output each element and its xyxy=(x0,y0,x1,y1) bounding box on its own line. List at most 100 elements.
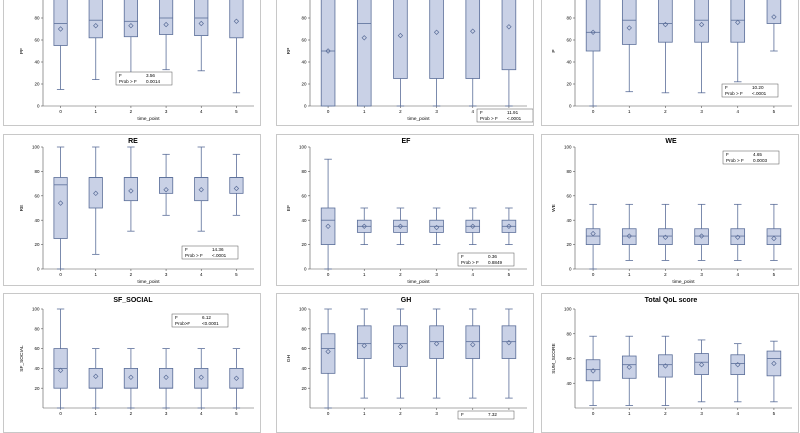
stat-f-label: F xyxy=(175,315,178,320)
y-tick-label: 20 xyxy=(301,82,307,87)
mean-marker xyxy=(506,339,512,346)
mean-marker xyxy=(698,21,705,28)
x-tick-label: 3 xyxy=(700,109,703,114)
mean-marker xyxy=(93,23,99,29)
x-tick-label: 3 xyxy=(165,411,168,416)
x-tick-label: 5 xyxy=(235,411,238,416)
mean-marker xyxy=(626,233,632,239)
stat-p-value: 0.0003 xyxy=(753,158,767,163)
y-tick-label: 80 xyxy=(301,326,307,331)
y-tick-label: 100 xyxy=(299,145,307,150)
y-tick-label: 40 xyxy=(566,60,572,65)
x-tick-label: 4 xyxy=(471,109,474,114)
chart-title: Total QoL score xyxy=(645,297,698,304)
box-iqr xyxy=(694,228,709,245)
y-axis-label: P xyxy=(551,49,557,52)
stat-p-label: Prob > F xyxy=(461,260,479,265)
y-tick-label: 100 xyxy=(564,145,572,150)
box-iqr xyxy=(159,368,174,389)
x-tick-label: 0 xyxy=(327,109,330,114)
mean-marker xyxy=(397,343,404,350)
y-tick-label: 0 xyxy=(569,267,572,272)
mean-marker xyxy=(233,375,240,381)
x-axis-label: time_point xyxy=(137,116,160,122)
chart-panel-we: WE 0 20 40 60 80 100 0 1 2 3 4 5 time_point WE F 4.65 Pro… xyxy=(541,134,799,286)
x-tick-label: 4 xyxy=(200,411,203,416)
mean-marker xyxy=(128,374,134,381)
x-tick-label: 1 xyxy=(628,411,631,416)
stat-p-value: <.0001 xyxy=(212,253,227,258)
x-tick-label: 1 xyxy=(628,272,631,277)
stat-f-value: 4.65 xyxy=(753,152,762,157)
x-tick-label: 5 xyxy=(508,272,511,277)
x-axis-label: time_point xyxy=(407,116,430,122)
mean-marker xyxy=(198,20,204,27)
x-tick-label: 3 xyxy=(435,109,438,114)
mean-marker xyxy=(198,374,204,381)
chart-panel-pf: 0 20 40 60 80 0 1 2 3 4 5 time_point PF F 3.56 Prob > F… xyxy=(3,0,261,126)
stat-f-value: 7.32 xyxy=(488,412,497,417)
chart-title: EF xyxy=(402,138,412,145)
x-tick-label: 2 xyxy=(664,411,667,416)
mean-marker xyxy=(506,223,512,229)
mean-marker xyxy=(128,188,134,194)
box-iqr xyxy=(730,228,746,245)
y-tick-label: 20 xyxy=(566,242,572,247)
y-tick-label: 20 xyxy=(566,82,572,87)
chart-svg-re: RE 0 20 40 60 80 100 0 1 2 3 4 5 time_point RE F 14.36 Pr… xyxy=(19,138,254,285)
y-tick-label: 80 xyxy=(301,16,307,21)
box-iqr xyxy=(730,354,746,375)
mean-marker xyxy=(361,342,367,349)
y-tick-label: 80 xyxy=(34,16,40,21)
y-tick-label: 60 xyxy=(34,346,40,351)
stat-f-label: F xyxy=(725,85,728,90)
y-tick-label: 60 xyxy=(301,193,307,198)
x-axis-label: time_point xyxy=(137,279,160,285)
stat-p-label: Prob > F xyxy=(119,79,137,84)
box-iqr xyxy=(320,207,336,245)
stat-f-label: F xyxy=(726,152,729,157)
mean-marker xyxy=(662,234,669,240)
y-axis-label: RE xyxy=(19,205,25,212)
y-tick-label: 20 xyxy=(34,386,40,391)
mean-marker xyxy=(325,348,331,355)
mean-marker xyxy=(662,21,669,28)
chart-svg-total-qol: Total QoL score 40 60 80 100 0 1 2 3 4 5 SUM_SCORE xyxy=(551,297,792,416)
mean-marker xyxy=(397,223,404,229)
stat-p-value: 0.0014 xyxy=(146,79,160,84)
mean-marker xyxy=(361,35,367,41)
x-tick-label: 0 xyxy=(327,411,330,416)
mean-marker xyxy=(397,32,404,39)
y-tick-label: 0 xyxy=(569,104,572,109)
y-tick-label: 60 xyxy=(34,193,40,198)
mean-marker xyxy=(163,187,169,193)
chart-panel-total-qol: Total QoL score 40 60 80 100 0 1 2 3 4 5 SUM_SCORE xyxy=(541,293,799,433)
x-tick-label: 1 xyxy=(94,411,97,416)
x-tick-label: 2 xyxy=(130,272,133,277)
x-tick-label: 1 xyxy=(363,272,366,277)
y-tick-label: 80 xyxy=(301,169,307,174)
y-tick-label: 100 xyxy=(32,145,40,150)
stat-box xyxy=(457,252,515,267)
box-iqr xyxy=(501,325,517,359)
box-iqr xyxy=(88,177,103,209)
y-tick-label: 100 xyxy=(32,307,40,312)
x-tick-label: 1 xyxy=(94,272,97,277)
box-iqr xyxy=(694,353,709,375)
x-tick-label: 0 xyxy=(59,272,62,277)
stat-box xyxy=(171,313,229,328)
mean-marker xyxy=(470,223,476,229)
stat-f-value: 10.20 xyxy=(752,85,764,90)
mean-marker xyxy=(506,24,512,30)
mean-marker xyxy=(433,224,440,231)
box-iqr xyxy=(621,0,637,45)
y-axis-label: EF xyxy=(286,205,292,211)
x-tick-label: 2 xyxy=(664,109,667,114)
x-tick-label: 0 xyxy=(59,109,62,114)
box-iqr xyxy=(465,0,481,79)
y-tick-label: 80 xyxy=(566,331,572,336)
y-tick-label: 20 xyxy=(34,82,40,87)
mean-marker xyxy=(361,223,367,229)
y-tick-label: 20 xyxy=(301,242,307,247)
y-tick-label: 40 xyxy=(566,218,572,223)
